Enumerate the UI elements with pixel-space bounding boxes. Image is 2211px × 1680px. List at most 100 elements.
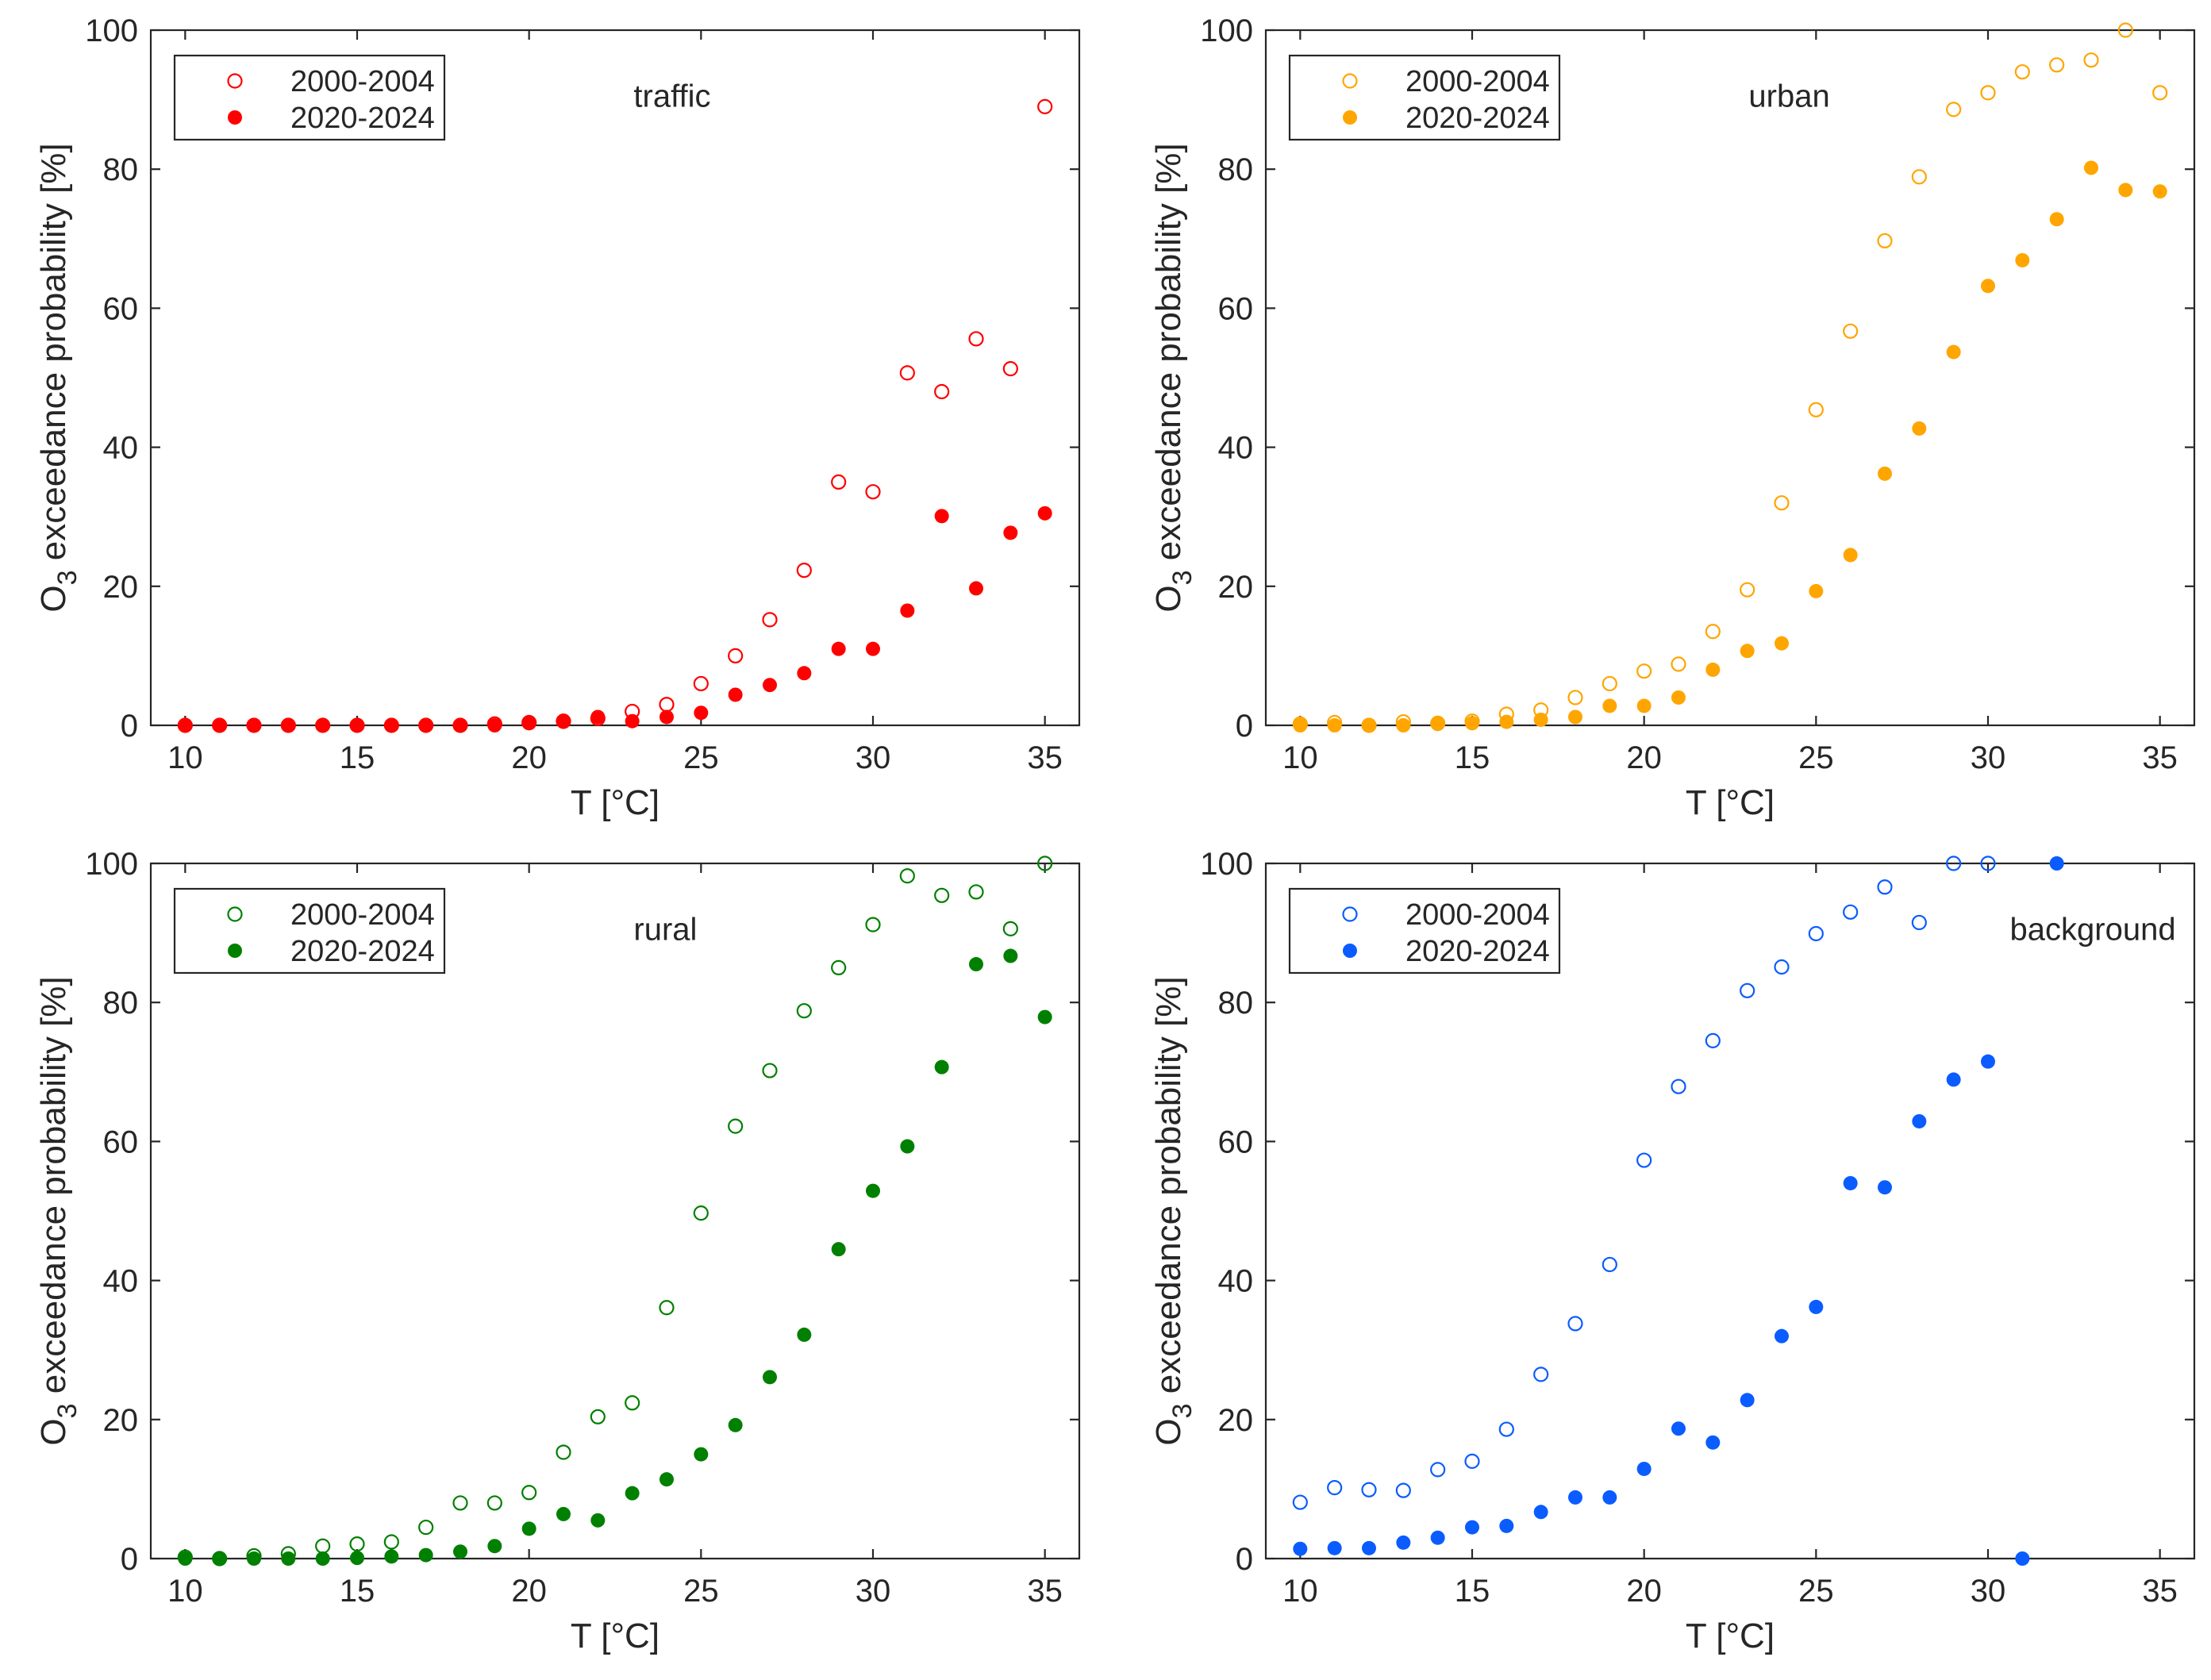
data-point xyxy=(1705,624,1721,640)
data-point xyxy=(383,1534,399,1550)
data-point xyxy=(1430,1462,1446,1478)
data-point xyxy=(625,1395,640,1411)
y-tick-label: 40 xyxy=(1218,431,1254,466)
panel-label: background xyxy=(2010,912,2176,947)
data-point xyxy=(1946,344,1961,359)
y-tick-label: 100 xyxy=(85,13,138,48)
x-axis-title: T [°C] xyxy=(571,1617,659,1655)
data-point xyxy=(1980,855,1996,871)
y-axis-title: O3 exceedance probability [%] xyxy=(34,976,83,1445)
data-point xyxy=(1003,525,1018,540)
data-point xyxy=(762,1063,778,1078)
data-point xyxy=(1037,1009,1052,1025)
data-point xyxy=(1843,323,1859,339)
y-axis-title-main: O xyxy=(1149,1418,1188,1445)
data-point xyxy=(521,1485,537,1501)
legend-marker xyxy=(1342,906,1358,922)
x-tick-label: 20 xyxy=(511,1574,547,1609)
data-point xyxy=(1740,982,1755,998)
data-point xyxy=(1498,1421,1514,1437)
legend-marker xyxy=(228,110,242,125)
data-point xyxy=(1705,1435,1721,1450)
y-tick-label: 80 xyxy=(103,152,139,187)
y-axis-title-subscript: 3 xyxy=(52,570,83,585)
data-point xyxy=(1395,1482,1411,1498)
x-axis-title: T [°C] xyxy=(1686,783,1775,822)
y-tick-label: 60 xyxy=(1218,291,1254,326)
legend-label: 2000-2004 xyxy=(1405,65,1550,98)
panel-rural: 10 15 20 25 30 35 0 20 40 60 80 100 T [°C] O3 exceeda… xyxy=(34,847,1081,1655)
data-point xyxy=(281,1551,296,1566)
data-point xyxy=(1002,361,1018,377)
data-point xyxy=(350,718,364,732)
data-point xyxy=(1878,1180,1892,1195)
data-point xyxy=(1361,1482,1377,1497)
data-point xyxy=(1980,85,1996,101)
data-point xyxy=(487,718,502,732)
y-tick-label: 0 xyxy=(121,709,138,744)
data-point xyxy=(1396,718,1411,732)
data-point xyxy=(1430,1530,1445,1545)
data-point xyxy=(1809,1299,1824,1314)
data-point xyxy=(2117,22,2133,38)
data-point xyxy=(349,1536,365,1552)
legend-marker xyxy=(228,944,242,958)
y-axis-title-subscript: 3 xyxy=(52,1403,83,1418)
data-point xyxy=(1567,1316,1583,1332)
panel-label: rural xyxy=(633,912,697,947)
data-point xyxy=(728,1118,744,1134)
data-point xyxy=(865,917,881,932)
x-tick-label: 35 xyxy=(1027,1574,1063,1609)
data-point xyxy=(1037,98,1053,114)
data-point xyxy=(590,1409,606,1424)
legend-box xyxy=(1288,54,1561,141)
data-point xyxy=(418,1547,433,1563)
data-point xyxy=(797,666,812,681)
x-tick-label: 10 xyxy=(167,740,203,775)
data-point xyxy=(1602,675,1617,692)
data-point xyxy=(2118,183,2133,198)
axes-frame xyxy=(149,862,1081,1560)
data-point xyxy=(178,1551,193,1566)
data-point xyxy=(453,718,467,732)
data-point xyxy=(178,718,193,732)
data-point xyxy=(384,718,399,732)
data-point xyxy=(763,1370,777,1385)
panel-urban: 10 15 20 25 30 35 0 20 40 60 80 100 T [°C] O3 exceeda… xyxy=(1149,13,2196,822)
data-point xyxy=(866,1183,880,1198)
data-point xyxy=(1705,662,1721,677)
y-tick-label: 60 xyxy=(103,1124,139,1159)
y-axis-title-rest: exceedance probability [%] xyxy=(1149,143,1188,570)
data-point xyxy=(968,331,984,347)
data-point xyxy=(2049,856,2064,871)
y-axis-title-subscript: 3 xyxy=(1167,570,1198,585)
x-axis-title: T [°C] xyxy=(571,783,659,822)
data-point xyxy=(1293,1541,1308,1556)
x-tick-label: 10 xyxy=(1282,740,1318,775)
data-point xyxy=(831,1242,846,1257)
data-point xyxy=(1740,644,1755,659)
data-point xyxy=(2083,52,2099,68)
y-tick-label: 80 xyxy=(103,986,139,1021)
x-tick-label: 20 xyxy=(1626,1574,1662,1609)
data-point xyxy=(762,612,778,628)
data-point xyxy=(212,1551,227,1566)
data-point xyxy=(831,474,847,490)
x-tick-label: 35 xyxy=(2142,740,2178,775)
panel-label: traffic xyxy=(633,79,710,113)
panel-label: urban xyxy=(1748,79,1829,113)
y-axis-title-rest: exceedance probability [%] xyxy=(1149,976,1188,1403)
legend-label: 2020-2024 xyxy=(290,935,435,968)
y-tick-label: 100 xyxy=(1200,847,1253,882)
data-point xyxy=(899,365,915,381)
data-point xyxy=(1843,1175,1858,1190)
data-point xyxy=(900,1139,915,1154)
x-tick-label: 35 xyxy=(2142,1574,2178,1609)
data-point xyxy=(728,648,744,664)
data-point xyxy=(418,1519,434,1536)
data-point xyxy=(1911,914,1927,931)
data-point xyxy=(1671,1078,1686,1094)
